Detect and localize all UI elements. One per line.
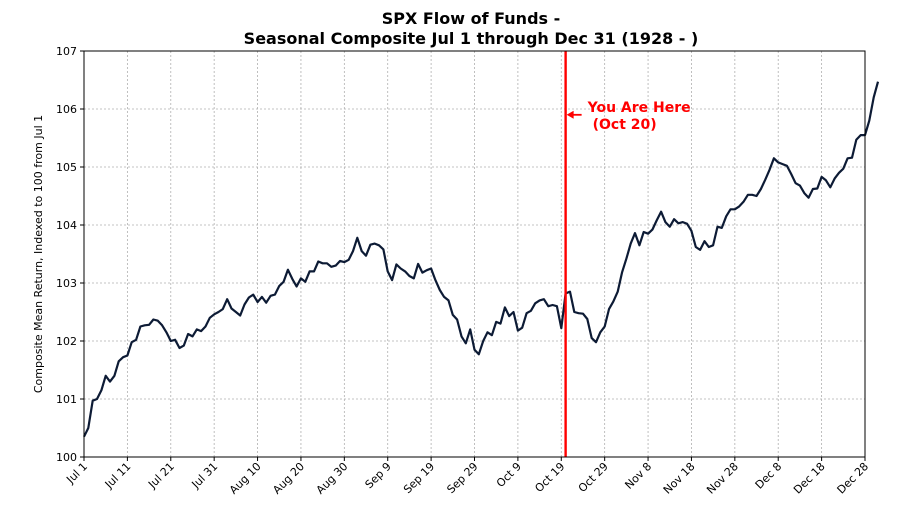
y-tick-label: 106 xyxy=(56,103,77,116)
y-tick-label: 101 xyxy=(56,393,77,406)
y-tick-label: 100 xyxy=(56,451,77,464)
x-tick-label: Oct 19 xyxy=(532,460,567,495)
x-tick-label: Jul 11 xyxy=(102,460,134,492)
annotation-arrow-head xyxy=(566,110,574,119)
chart-title-line1: SPX Flow of Funds - xyxy=(382,9,561,28)
x-tick-label: Nov 8 xyxy=(622,460,654,492)
x-tick-label: Sep 29 xyxy=(444,460,480,496)
x-tick-label: Sep 19 xyxy=(401,460,437,496)
chart-title-line2: Seasonal Composite Jul 1 through Dec 31 … xyxy=(244,29,699,48)
y-tick-label: 107 xyxy=(56,45,77,58)
x-tick-label: Nov 28 xyxy=(704,460,741,497)
x-tick-label: Aug 30 xyxy=(314,460,351,497)
x-tick-label: Sep 9 xyxy=(363,460,394,491)
x-tick-label: Dec 18 xyxy=(791,460,828,497)
y-tick-label: 103 xyxy=(56,277,77,290)
x-tick-label: Jul 31 xyxy=(189,460,221,492)
annotation-date: (Oct 20) xyxy=(593,117,657,133)
grid xyxy=(84,51,865,457)
y-axis: 100 101 102 103 104 105 106 107 xyxy=(56,45,84,464)
x-tick-label: Jul 21 xyxy=(145,460,177,492)
plot-frame xyxy=(83,50,866,458)
x-axis: Jul 1 Jul 11 Jul 21 Jul 31 Aug 10 Aug 20 Aug 3… xyxy=(63,457,871,497)
y-tick-label: 102 xyxy=(56,335,77,348)
x-tick-label: Aug 10 xyxy=(227,460,264,497)
annotation: You Are Here (Oct 20) xyxy=(566,100,691,133)
x-tick-label: Nov 18 xyxy=(661,460,698,497)
annotation-text: You Are Here xyxy=(587,100,691,116)
y-axis-label: Composite Mean Return, Indexed to 100 fr… xyxy=(32,115,45,393)
x-tick-label: Oct 29 xyxy=(576,460,611,495)
x-tick-label: Aug 20 xyxy=(270,460,307,497)
y-tick-label: 105 xyxy=(56,161,77,174)
series-line xyxy=(83,81,880,438)
y-tick-label: 104 xyxy=(56,219,77,232)
x-tick-label: Oct 9 xyxy=(494,460,524,490)
x-tick-label: Dec 28 xyxy=(835,460,872,497)
x-tick-label: Dec 8 xyxy=(753,460,785,492)
